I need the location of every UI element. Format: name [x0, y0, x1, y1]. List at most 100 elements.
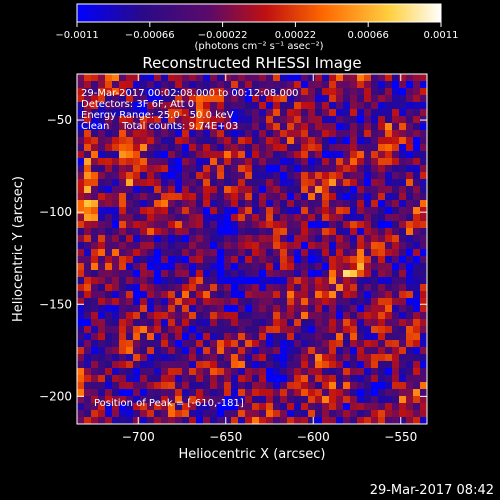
heatmap-cell — [420, 214, 427, 222]
heatmap-cell — [182, 151, 190, 159]
heatmap-cell — [259, 263, 267, 271]
heatmap-cell — [273, 242, 281, 250]
heatmap-cell — [105, 340, 113, 348]
heatmap-cell — [294, 172, 302, 180]
heatmap-cell — [182, 95, 190, 103]
heatmap-cell — [231, 326, 239, 334]
heatmap-cell — [91, 319, 99, 327]
heatmap-cell — [385, 179, 393, 187]
heatmap-cell — [161, 319, 169, 327]
heatmap-cell — [154, 396, 162, 404]
heatmap-cell — [287, 151, 295, 159]
heatmap-cell — [126, 291, 134, 299]
heatmap-cell — [98, 375, 106, 383]
heatmap-cell — [301, 403, 309, 411]
heatmap-cell — [273, 319, 281, 327]
heatmap-cell — [357, 116, 365, 124]
heatmap-cell — [273, 354, 281, 362]
heatmap-cell — [385, 74, 393, 82]
heatmap-cell — [392, 298, 400, 306]
heatmap-cell — [147, 221, 155, 229]
heatmap-cell — [357, 144, 365, 152]
heatmap-cell — [133, 123, 141, 131]
heatmap-cell — [224, 116, 232, 124]
heatmap-cell — [294, 123, 302, 131]
heatmap-cell — [189, 340, 197, 348]
heatmap-cell — [77, 81, 85, 89]
heatmap-cell — [350, 270, 358, 278]
heatmap-cell — [350, 144, 358, 152]
heatmap-cell — [112, 375, 120, 383]
heatmap-cell — [154, 270, 162, 278]
heatmap-cell — [392, 361, 400, 369]
heatmap-cell — [91, 193, 99, 201]
heatmap-cell — [343, 263, 351, 271]
heatmap-cell — [161, 284, 169, 292]
heatmap-cell — [371, 326, 379, 334]
heatmap-cell — [175, 368, 183, 376]
heatmap-cell — [294, 312, 302, 320]
heatmap-cell — [280, 410, 288, 418]
heatmap-cell — [245, 319, 253, 327]
heatmap-cell — [322, 179, 330, 187]
heatmap-cell — [406, 340, 414, 348]
heatmap-cell — [343, 305, 351, 313]
heatmap-cell — [364, 417, 372, 424]
heatmap-cell — [350, 172, 358, 180]
heatmap-cell — [280, 284, 288, 292]
heatmap-cell — [343, 326, 351, 334]
heatmap-cell — [175, 137, 183, 145]
heatmap-cell — [231, 109, 239, 117]
heatmap-cell — [98, 158, 106, 166]
heatmap-cell — [154, 326, 162, 334]
heatmap-cell — [245, 256, 253, 264]
heatmap-cell — [245, 102, 253, 110]
heatmap-cell — [98, 116, 106, 124]
heatmap-cell — [252, 242, 260, 250]
heatmap-cell — [168, 319, 176, 327]
heatmap-cell — [210, 214, 218, 222]
heatmap-cell — [392, 172, 400, 180]
heatmap-cell — [91, 95, 99, 103]
heatmap-cell — [399, 403, 407, 411]
heatmap-cell — [98, 396, 106, 404]
heatmap-cell — [217, 417, 225, 424]
heatmap-cell — [119, 333, 127, 341]
heatmap-cell — [371, 221, 379, 229]
heatmap-cell — [301, 382, 309, 390]
heatmap-cell — [350, 410, 358, 418]
heatmap-cell — [336, 277, 344, 285]
heatmap-cell — [301, 389, 309, 397]
heatmap-cell — [413, 291, 421, 299]
heatmap-cell — [413, 354, 421, 362]
heatmap-cell — [399, 298, 407, 306]
heatmap-cell — [301, 256, 309, 264]
heatmap-cell — [392, 235, 400, 243]
heatmap-cell — [329, 172, 337, 180]
heatmap-cell — [105, 193, 113, 201]
heatmap-cell — [420, 333, 427, 341]
heatmap-cell — [133, 151, 141, 159]
heatmap-cell — [133, 263, 141, 271]
heatmap-cell — [301, 361, 309, 369]
heatmap-cell — [133, 354, 141, 362]
colorbar-tick-label: 0.00066 — [348, 30, 389, 41]
heatmap-cell — [126, 123, 134, 131]
heatmap-cell — [357, 305, 365, 313]
heatmap-cell — [378, 368, 386, 376]
heatmap-cell — [252, 88, 260, 96]
heatmap-cell — [196, 165, 204, 173]
heatmap-cell — [357, 137, 365, 145]
heatmap-cell — [98, 333, 106, 341]
heatmap-cell — [259, 242, 267, 250]
heatmap-cell — [378, 361, 386, 369]
heatmap-cell — [329, 221, 337, 229]
heatmap-cell — [420, 368, 427, 376]
heatmap-cell — [182, 137, 190, 145]
heatmap-cell — [308, 403, 316, 411]
heatmap-cell — [252, 137, 260, 145]
heatmap-cell — [231, 375, 239, 383]
heatmap-cell — [357, 375, 365, 383]
heatmap-cell — [364, 214, 372, 222]
heatmap-cell — [259, 368, 267, 376]
